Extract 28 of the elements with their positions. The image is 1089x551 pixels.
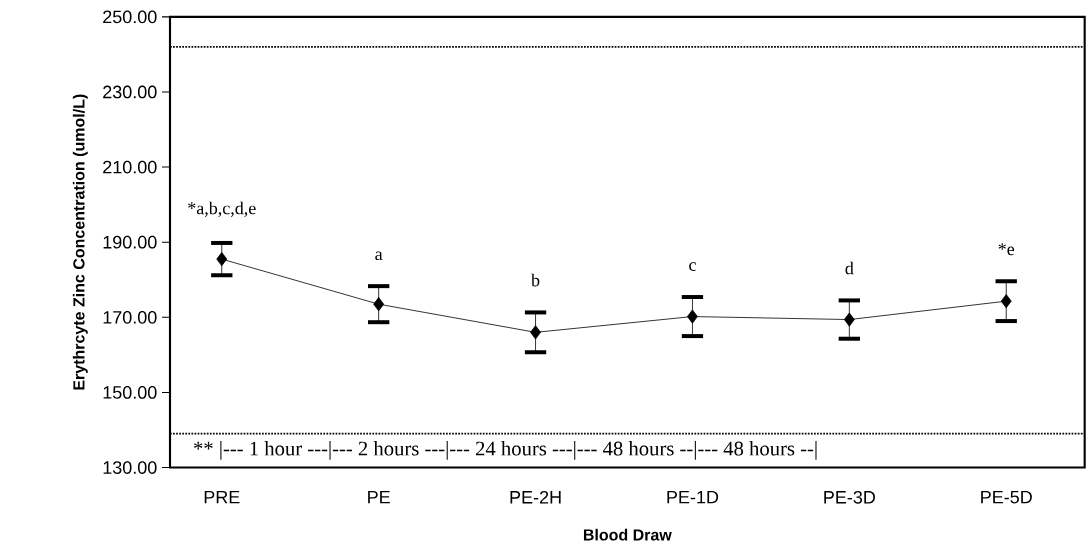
point: [373, 297, 385, 312]
x-tick-label: PE-2H: [510, 490, 561, 504]
annotation: d: [845, 261, 854, 275]
annotation: c: [689, 262, 696, 271]
x-tick-label: PE: [368, 490, 390, 504]
y-axis-title: Erythrcyte Zinc Concentration (umol/L): [72, 94, 88, 390]
annotation: ** |--- 1 hour ---|--- 2 hours ---|--- 24 hours ---|--- 48 hours --|--- 48 hours --|: [194, 441, 817, 460]
y-tick-label: 250.00: [103, 10, 157, 24]
y-tick-label: 150.00: [103, 386, 157, 399]
x-tick-label: PRE: [204, 490, 240, 504]
x-tick-label: PE-1D: [667, 490, 719, 504]
annotation: b: [531, 273, 540, 287]
point: [687, 309, 698, 324]
x-tick-label: PE-5D: [981, 490, 1032, 504]
y-tick-label: 190.00: [103, 235, 157, 249]
x-tick-label: PE-3D: [824, 490, 875, 504]
y-tick-label: 210.00: [103, 160, 157, 174]
point: [530, 325, 541, 340]
point: [216, 252, 228, 267]
y-tick-label: 230.00: [103, 85, 157, 99]
y-tick-label: 130.00: [103, 461, 157, 474]
annotation: a: [375, 251, 383, 261]
point: [843, 312, 855, 327]
point: [1000, 294, 1012, 309]
annotation: *e: [998, 243, 1015, 256]
annotation: *a,b,c,d,e: [188, 201, 256, 217]
y-tick-label: 170.00: [103, 310, 157, 324]
x-axis-title: Blood Draw: [583, 528, 672, 541]
